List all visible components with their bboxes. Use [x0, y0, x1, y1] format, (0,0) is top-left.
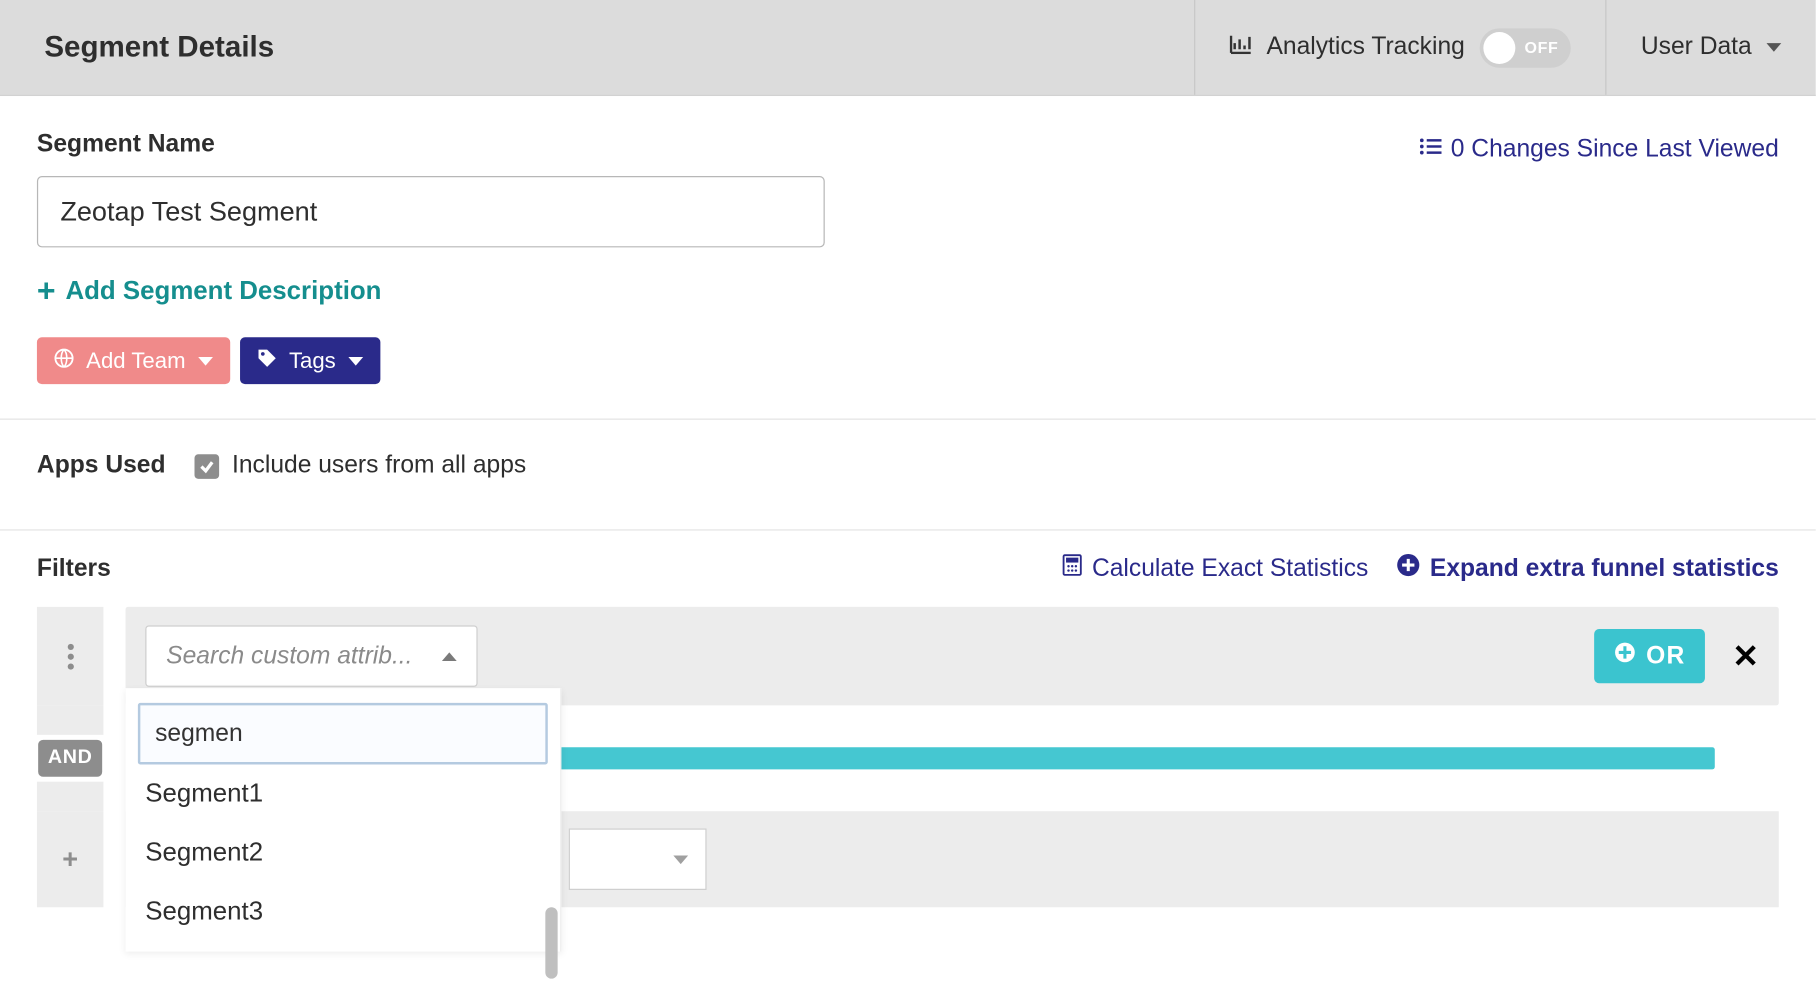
custom-attribute-select[interactable]: Search custom attrib... — [145, 625, 477, 687]
calc-link-text: Calculate Exact Statistics — [1092, 555, 1368, 583]
globe-icon — [54, 348, 74, 373]
apps-used-heading: Apps Used — [37, 452, 166, 480]
segment-name-input[interactable] — [37, 176, 825, 247]
attribute-dropdown: Segment1 Segment2 Segment3 — [126, 688, 562, 951]
plus-icon: + — [62, 843, 78, 875]
segment-name-block: Segment Name — [37, 130, 825, 247]
page-title: Segment Details — [0, 30, 274, 64]
plus-icon: + — [37, 272, 56, 310]
tags-label: Tags — [289, 348, 336, 374]
changes-since-viewed[interactable]: 0 Changes Since Last Viewed — [1419, 130, 1779, 163]
blank-select[interactable] — [569, 828, 707, 890]
changes-text: 0 Changes Since Last Viewed — [1451, 135, 1779, 163]
filters-heading: Filters — [37, 555, 111, 583]
include-all-apps-checkbox[interactable]: Include users from all apps — [195, 452, 526, 480]
toggle-knob — [1483, 31, 1515, 63]
chevron-up-icon — [442, 652, 457, 661]
scrollbar-thumb[interactable] — [545, 907, 557, 978]
filter-area: Search custom attrib... OR ✕ AND — [0, 607, 1816, 907]
list-icon — [1419, 137, 1441, 163]
or-button[interactable]: OR — [1594, 629, 1705, 683]
add-team-button[interactable]: Add Team — [37, 337, 230, 384]
chart-icon — [1230, 34, 1252, 60]
add-segment-description[interactable]: + Add Segment Description — [37, 272, 1779, 310]
user-data-label: User Data — [1641, 33, 1752, 61]
plus-circle-icon — [1614, 641, 1636, 671]
segment-name-label: Segment Name — [37, 130, 825, 158]
add-team-label: Add Team — [86, 348, 185, 374]
include-all-apps-label: Include users from all apps — [232, 452, 526, 480]
button-row: Add Team Tags — [37, 337, 1779, 418]
chevron-down-icon — [673, 855, 688, 864]
and-pill: AND — [38, 740, 102, 777]
apps-used-row: Apps Used Include users from all apps — [0, 420, 1816, 530]
header-right: Analytics Tracking OFF User Data — [1194, 0, 1816, 95]
add-description-label: Add Segment Description — [65, 276, 381, 306]
expand-funnel-statistics[interactable]: Expand extra funnel statistics — [1395, 553, 1778, 585]
user-data-dropdown[interactable]: User Data — [1605, 0, 1816, 95]
filters-header: Filters Calculate Exact Statistics Expan… — [0, 531, 1816, 607]
select-placeholder: Search custom attrib... — [166, 642, 412, 670]
plus-circle-icon — [1395, 553, 1420, 585]
kebab-icon — [67, 643, 73, 669]
expand-link-text: Expand extra funnel statistics — [1430, 555, 1779, 583]
dropdown-option[interactable]: Segment1 — [138, 764, 548, 823]
dropdown-option[interactable]: Segment3 — [138, 883, 548, 942]
analytics-toggle[interactable]: OFF — [1480, 28, 1571, 67]
tag-icon — [257, 348, 277, 373]
or-label: OR — [1646, 642, 1685, 670]
tags-button[interactable]: Tags — [240, 337, 380, 384]
chevron-down-icon — [348, 356, 363, 365]
chevron-down-icon — [1766, 43, 1781, 52]
header-bar: Segment Details Analytics Tracking OFF U… — [0, 0, 1816, 96]
analytics-tracking-section: Analytics Tracking OFF — [1194, 0, 1605, 95]
progress-bar — [549, 747, 1715, 769]
checkbox-icon — [195, 454, 220, 479]
chevron-down-icon — [198, 356, 213, 365]
close-icon[interactable]: ✕ — [1732, 637, 1759, 675]
calculator-icon — [1062, 554, 1082, 584]
analytics-tracking-label: Analytics Tracking — [1266, 33, 1464, 61]
toggle-state: OFF — [1525, 38, 1559, 56]
filter-drag-handle[interactable] — [37, 607, 103, 705]
calculate-exact-statistics[interactable]: Calculate Exact Statistics — [1062, 554, 1368, 584]
dropdown-search-input[interactable] — [138, 703, 548, 765]
dropdown-option[interactable]: Segment2 — [138, 824, 548, 883]
add-filter-button[interactable]: + — [37, 811, 103, 907]
